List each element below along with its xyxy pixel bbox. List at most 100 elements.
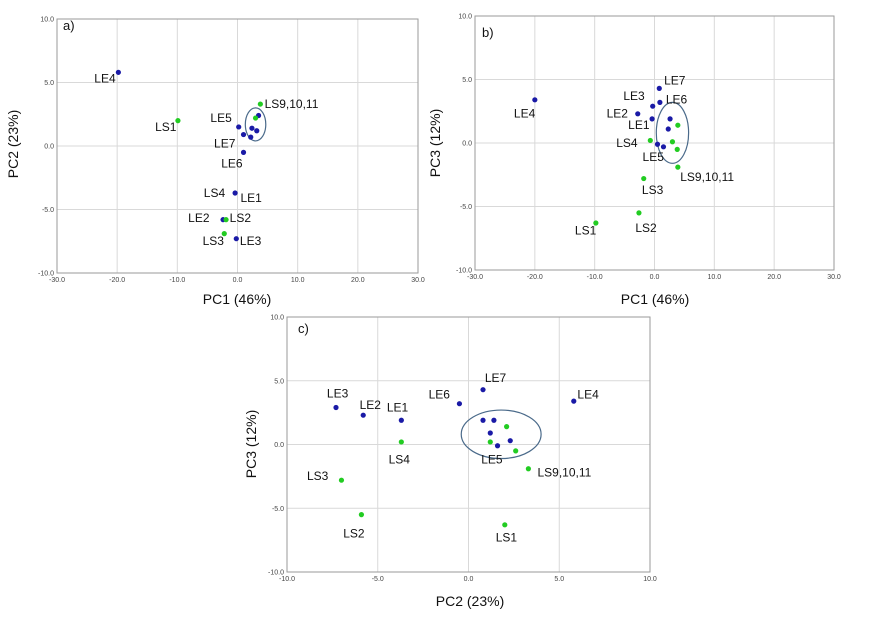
panel-a-plot: -30.0 -20.0 -10.0 0.0 10.0 20.0 30.0 -10.0 -5.0 0… [38,17,425,285]
panel-b-point-label: LE3 [623,89,645,103]
panel-c-x-tick-label: 5.0 [554,576,564,583]
panel-c-point-le [398,417,404,423]
panel-b-point-ls [636,210,642,216]
panel-b-point-le [657,99,663,105]
panel-c-y-tick-label: 5.0 [274,378,284,385]
panel-c-point-label: LS2 [343,527,365,541]
panel-b-point-label: LS2 [635,221,657,235]
panel-b-y-tick-label: 5.0 [462,77,472,84]
panel-a-y-tick-label: -10.0 [38,271,54,278]
panel-c-y-tick-label: -10.0 [268,570,284,577]
panel-c-point-le [487,430,493,436]
panel-a-point-label: LE5 [210,111,232,125]
panel-c-plot-frame [286,316,651,573]
panel-c-point-le [456,401,463,407]
panel-c-y-tick-label: 10.0 [270,315,284,322]
panel-b-point-le [660,144,667,150]
panel-a-y-tick-label: 5.0 [44,80,54,87]
panel-a-point-label: LS1 [155,120,177,134]
panel-c-point-le [571,398,577,404]
panel-b-x-tick-label: 30.0 [827,274,841,281]
panel-c-point-le [491,417,497,423]
panel-c-point-ls [502,522,508,528]
panel-a-x-tick-label: -10.0 [169,277,185,284]
panel-c: -10.0 -5.0 0.0 5.0 10.0 -10.0 -5.0 0.0 5.0 10.0 LE… [243,315,657,610]
panel-a-point-label: LE7 [214,136,236,150]
panel-c-y-axis-title: PC3 (12%) [243,410,259,478]
panel-b-x-tick-label: 0.0 [650,274,660,281]
panel-c-y-tick-label: -5.0 [272,506,284,513]
panel-a-point-le [115,69,121,75]
panel-b-y-tick-label: 0.0 [462,141,472,148]
panel-c-point-le [360,412,366,418]
panel-a-point-label: LS4 [204,186,226,200]
panel-b-plot-frame [474,15,835,271]
panel-a-point-ls [223,217,229,223]
panel-c-point-le [333,404,339,411]
panel-c-x-axis-title: PC2 (23%) [436,593,504,609]
panel-b-point-label: LS4 [616,136,638,150]
panel-c-point-le [480,387,486,393]
panel-a-point-le [248,134,254,140]
panel-a-point-le [240,149,247,155]
panel-b-x-tick-label: -20.0 [527,274,543,281]
panel-a: -30.0 -20.0 -10.0 0.0 10.0 20.0 30.0 -10.0 -5.0 0… [5,17,425,308]
panel-a-label: a) [63,18,75,33]
panel-c-point-ls [513,448,519,454]
panel-a-point-label: LS3 [203,234,225,248]
panel-c-point-ls [398,439,404,445]
panel-b-x-tick-label: 10.0 [708,274,722,281]
panel-a-y-axis-title: PC2 (23%) [5,110,21,178]
panel-a-point-label: LS2 [230,211,252,225]
panel-b-point-label: LS3 [642,183,664,197]
panel-b-point-ls [593,220,599,226]
panel-b-x-tick-label: -30.0 [467,274,483,281]
panel-c-x-tick-label: 10.0 [643,576,657,583]
panel-a-point-label: LE1 [241,191,263,205]
panel-a-point-ls [252,115,259,121]
panel-a-x-tick-label: -30.0 [49,277,65,284]
panel-a-x-tick-label: 0.0 [233,277,243,284]
panel-b-point-le [649,116,655,122]
panel-c-x-tick-label: 0.0 [464,576,474,583]
panel-a-cluster-ellipse [244,107,267,142]
panel-b-point-le [654,141,661,147]
panel-c-point-le [507,438,513,444]
panel-b: -30.0 -20.0 -10.0 0.0 10.0 20.0 30.0 -10.0 -5.0 0… [427,14,841,308]
panel-a-y-tick-label: 10.0 [40,17,54,24]
panel-a-point-le [232,190,238,196]
panel-c-x-tick-label: -5.0 [372,576,384,583]
panel-a-point-label: LE2 [188,211,210,225]
panel-c-point-label: LS1 [496,530,518,544]
panel-c-plot: -10.0 -5.0 0.0 5.0 10.0 -10.0 -5.0 0.0 5.0 10.0 LE… [268,315,657,584]
panel-b-point-le [635,111,641,117]
panel-a-point-label: LE3 [240,234,262,248]
panel-b-y-axis-title: PC3 (12%) [427,109,443,177]
panel-b-plot: -30.0 -20.0 -10.0 0.0 10.0 20.0 30.0 -10.0 -5.0 0… [456,14,841,282]
panel-a-point-ls [175,118,181,124]
panel-a-point-ls [257,101,263,107]
panel-b-point-label: LE6 [666,93,688,107]
panel-a-x-tick-label: 30.0 [411,277,425,284]
panel-c-point-label: LE6 [429,388,451,402]
panel-a-y-tick-label: 0.0 [44,144,54,151]
panel-c-point-label: LS3 [307,469,329,483]
panel-b-point-ls [675,164,681,170]
panel-b-point-ls [669,139,676,145]
panel-c-point-ls [358,512,365,518]
panel-b-x-tick-label: -10.0 [587,274,603,281]
panel-b-point-label: LE4 [514,107,536,121]
panel-a-point-le [249,125,255,131]
panel-b-point-ls [641,175,647,182]
panel-b-y-tick-label: 10.0 [458,14,472,21]
panel-b-y-tick-label: -10.0 [456,268,472,275]
panel-b-point-le [665,126,671,132]
panel-b-point-le [656,85,662,91]
panel-a-point-label: LE6 [221,157,243,171]
panel-a-x-tick-label: -20.0 [109,277,125,284]
panel-b-point-le [667,116,673,122]
panel-b-cluster-ellipse [655,101,690,164]
panel-b-x-axis-title: PC1 (46%) [621,291,689,307]
panel-c-point-label: LE7 [485,371,507,385]
